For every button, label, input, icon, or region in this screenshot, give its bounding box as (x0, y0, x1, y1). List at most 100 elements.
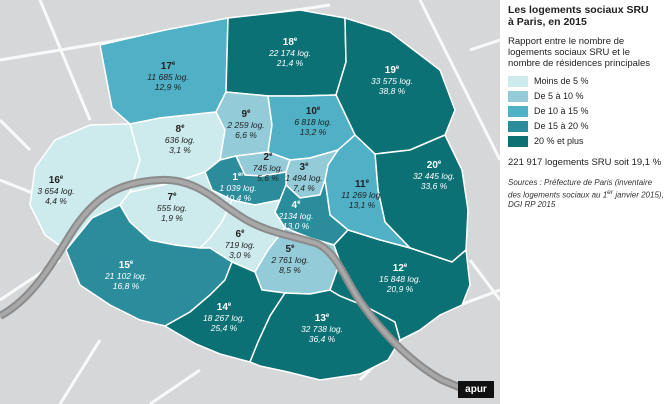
arr-number: 8e (176, 124, 186, 135)
arr-5-label: 5e2 761 log.8,5 % (270, 244, 308, 275)
legend-item: 20 % et plus (508, 135, 664, 147)
legend-item: De 5 à 10 % (508, 90, 664, 102)
legend-swatch (508, 120, 528, 132)
legend-swatch (508, 105, 528, 117)
arr-number: 2e (264, 152, 274, 163)
arr-percent: 4,4 % (45, 196, 67, 206)
total-summary: 221 917 logements SRU soit 19,1 % (508, 157, 662, 168)
arr-number: 15e (119, 260, 134, 271)
arr-number: 11e (355, 179, 370, 190)
arr-14-area[interactable] (163, 261, 287, 363)
map-subtitle: Rapport entre le nombre de logements soc… (508, 36, 651, 69)
legend-label: 20 % et plus (534, 136, 584, 146)
arr-percent: 3,1 % (169, 145, 191, 155)
paris-map: 1er 1 039 log. 10,4 % 2e 745 log. 5,6 % 3e 1 49… (0, 0, 500, 404)
arr-count: 15 848 log. (379, 274, 421, 284)
arr-percent: 1,9 % (161, 213, 183, 223)
arr-percent: 16,8 % (113, 281, 140, 291)
arr-count: 3 654 log. (37, 186, 74, 196)
arr-percent: 13,0 % (283, 221, 310, 231)
arr-number: 17e (161, 61, 176, 72)
arr-percent: 8,5 % (279, 265, 301, 275)
arr-number: 20e (427, 160, 442, 171)
arr-number: 5e (286, 244, 296, 255)
arr-count: 11 685 log. (147, 72, 188, 82)
arrondissement-polygons (29, 9, 471, 381)
sources-text-2: janvier 2015), DGI RP 2015 (508, 190, 664, 209)
arr-count: 18 267 log. (203, 313, 245, 323)
legend-swatch (508, 90, 528, 102)
arr-percent: 25,4 % (210, 323, 238, 333)
legend-item: Moins de 5 % (508, 75, 664, 87)
arr-percent: 21,4 % (276, 58, 304, 68)
arr-percent: 6,6 % (235, 130, 257, 140)
legend-swatch (508, 135, 528, 147)
arr-percent: 10,4 % (225, 193, 252, 203)
arr-count: 32 738 log. (301, 324, 343, 334)
arr-number: 16e (49, 175, 64, 186)
arr-percent: 20,9 % (386, 284, 414, 294)
map-title-line-1: Les logements sociaux SRU (508, 4, 649, 16)
map-title-line-2: à Paris, en 2015 (508, 16, 587, 28)
arr-number: 18e (283, 37, 298, 48)
legend-item: De 15 à 20 % (508, 120, 664, 132)
arr-count: 1 039 log. (219, 183, 256, 193)
arr-count: 32 445 log. (413, 171, 455, 181)
arr-count: 555 log. (157, 203, 187, 213)
arr-percent: 33,6 % (421, 181, 448, 191)
legend-label: De 15 à 20 % (534, 121, 589, 131)
arr-count: 33 575 log. (371, 76, 413, 86)
arr-count: 11 269 log. (341, 190, 382, 200)
arr-count: 22 174 log. (268, 48, 311, 58)
legend-item: De 10 à 15 % (508, 105, 664, 117)
arr-count: 6 818 log. (294, 117, 331, 127)
legend-label: Moins de 5 % (534, 76, 589, 86)
arr-number: 1er (232, 172, 244, 183)
arr-count: 2134 log. (278, 211, 314, 221)
legend-label: De 5 à 10 % (534, 91, 584, 101)
arr-percent: 36,4 % (309, 334, 336, 344)
sources-note: Sources : Préfecture de Paris (inventair… (508, 178, 664, 209)
arr-count: 1 494 log. (285, 173, 322, 183)
arr-number: 7e (168, 192, 178, 203)
arr-percent: 38,8 % (379, 86, 406, 96)
arr-count: 745 log. (253, 163, 283, 173)
legend-swatch (508, 75, 528, 87)
arr-percent: 13,1 % (349, 200, 376, 210)
arr-3-label: 3e1 494 log.7,4 % (285, 162, 322, 193)
arr-number: 9e (242, 109, 252, 120)
arr-number: 13e (315, 313, 330, 324)
arr-9-label: 9e2 259 log.6,6 % (226, 109, 264, 140)
arr-count: 21 102 log. (104, 271, 147, 281)
legend-items: Moins de 5 % De 5 à 10 % De 10 à 15 % De 15… (508, 75, 664, 147)
legend-panel: Les logements sociaux SRU à Paris, en 20… (508, 0, 664, 404)
arr-number: 14e (217, 302, 232, 313)
map-title: Les logements sociaux SRU à Paris, en 20… (508, 4, 664, 28)
arr-number: 6e (236, 229, 246, 240)
arr-number: 12e (393, 263, 408, 274)
arr-percent: 3,0 % (229, 250, 251, 260)
arr-number: 3e (300, 162, 310, 173)
arr-percent: 12,9 % (155, 82, 182, 92)
arr-count: 2 259 log. (226, 120, 264, 130)
arr-12-area[interactable] (329, 229, 471, 342)
arr-number: 10e (306, 106, 321, 117)
apur-logo: apur (458, 381, 494, 398)
